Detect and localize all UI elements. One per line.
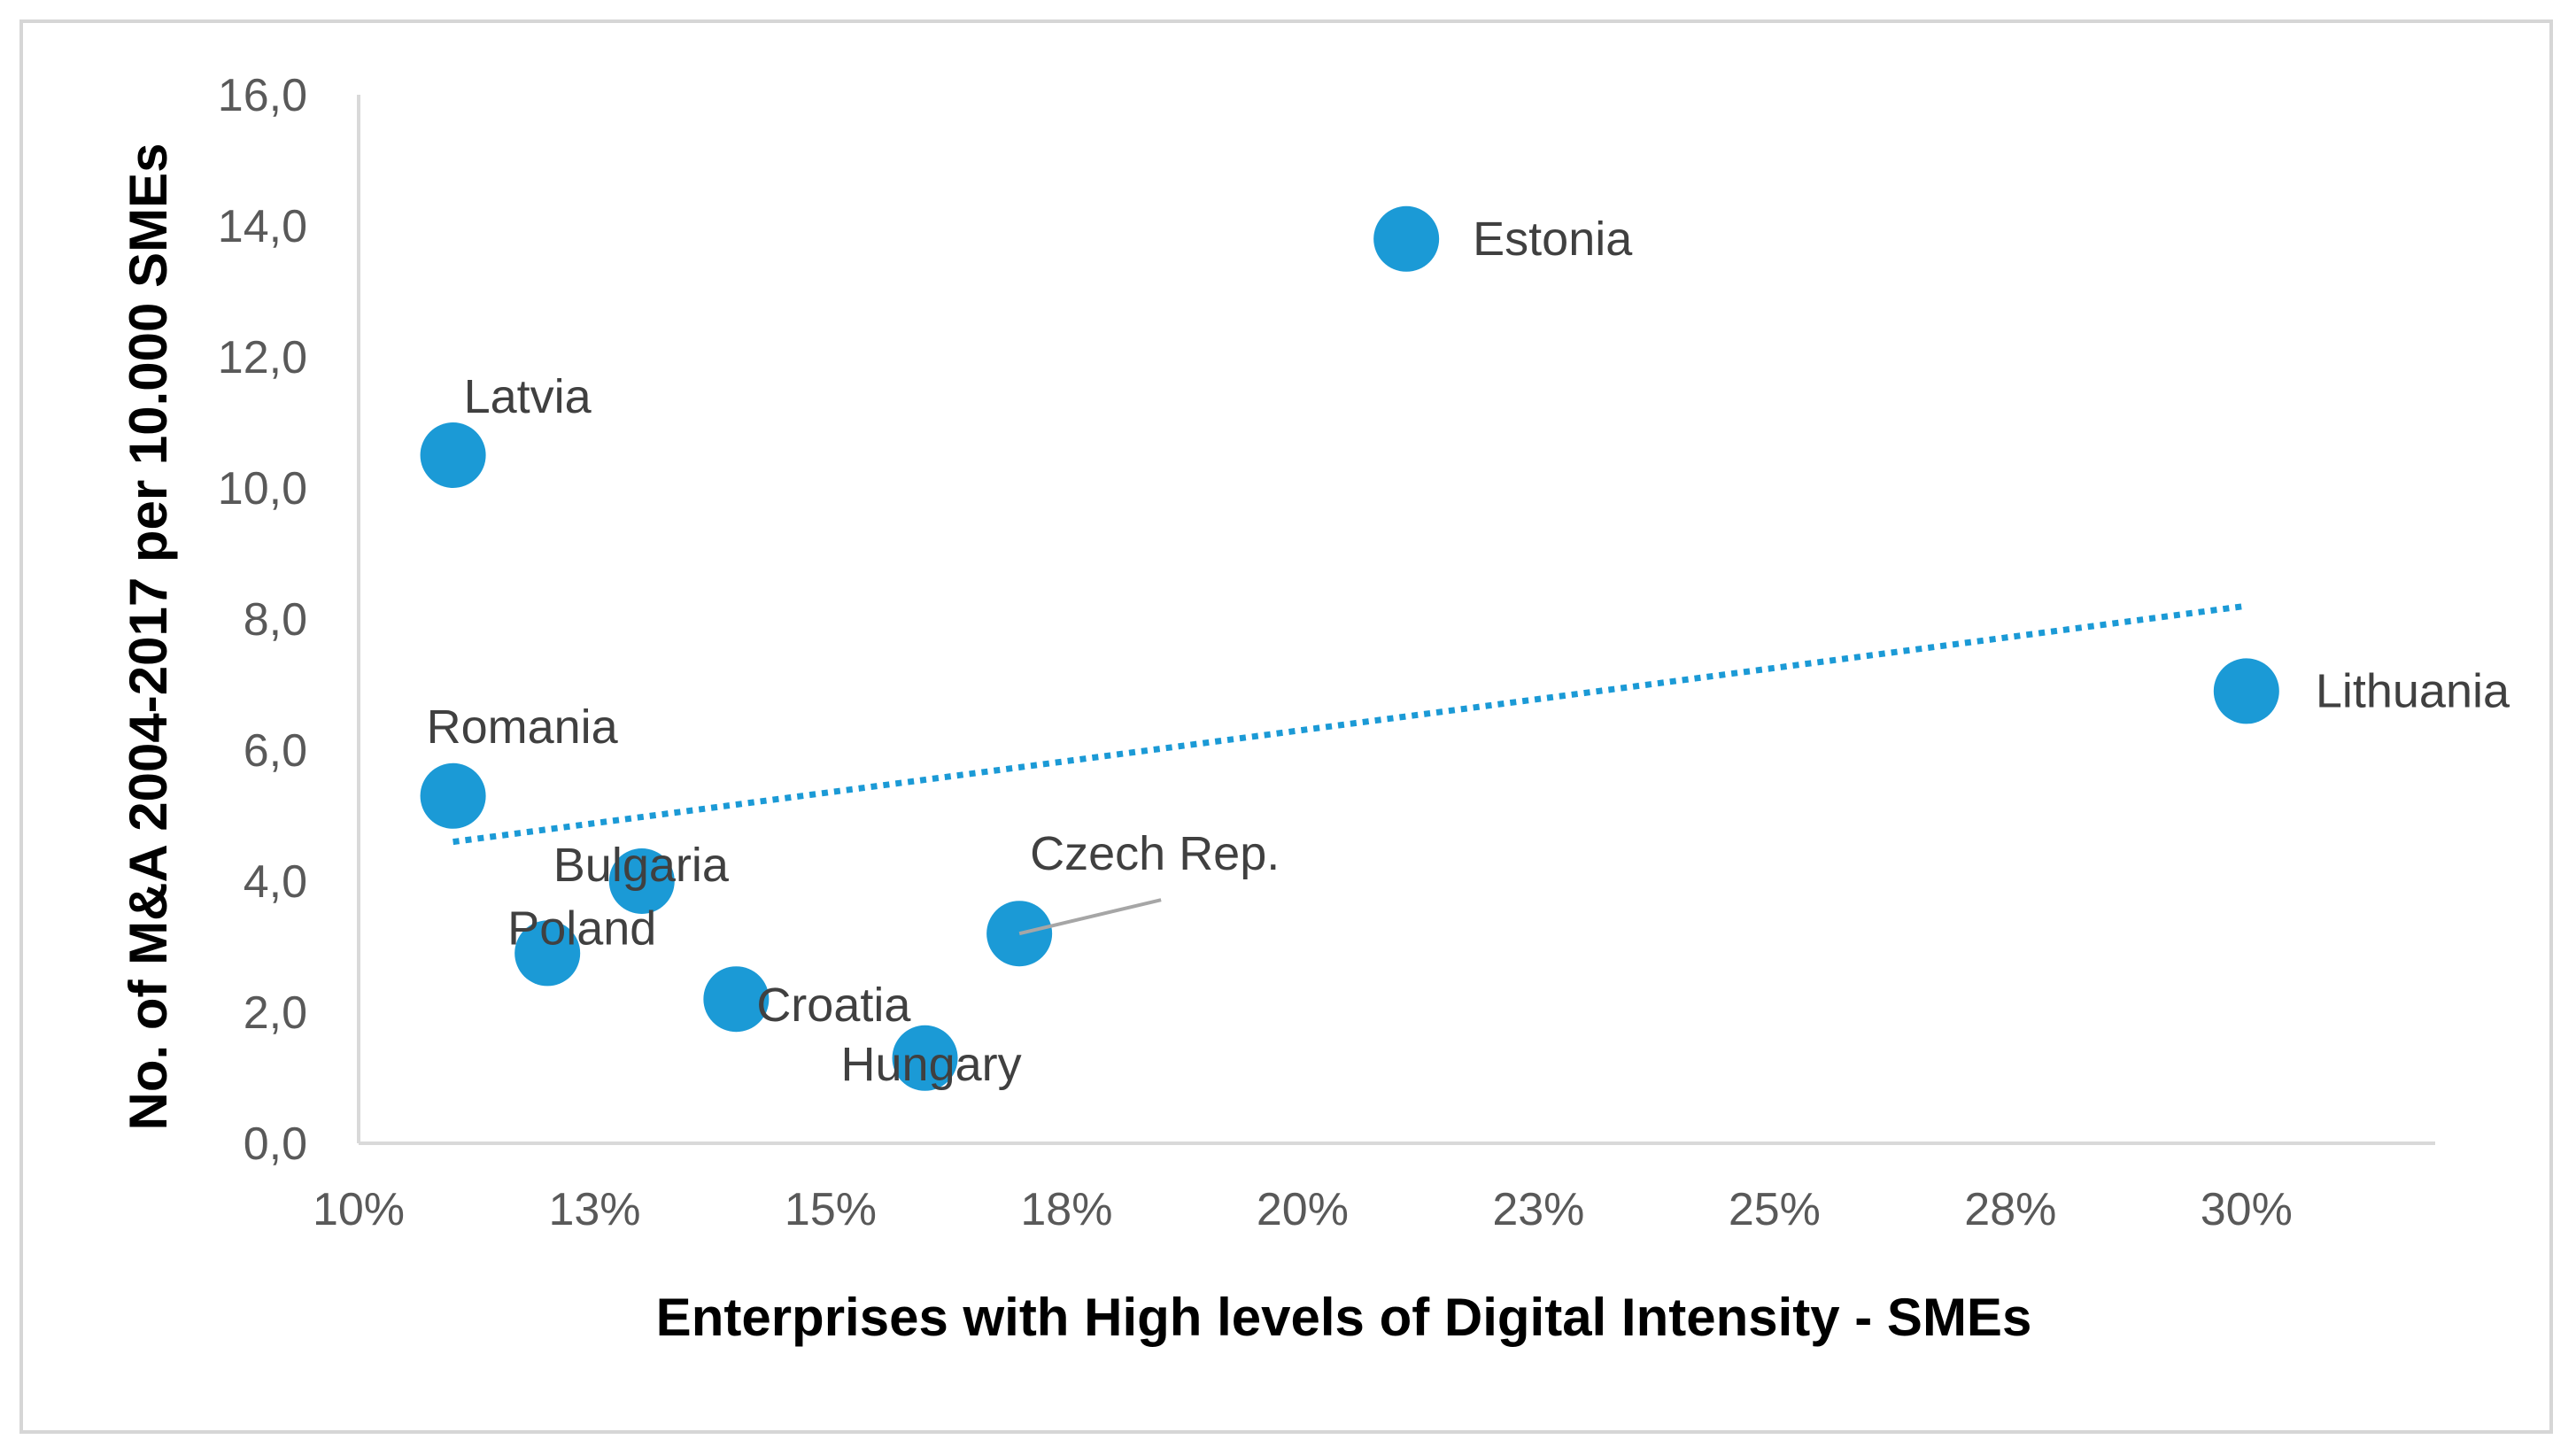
axes	[357, 95, 2435, 1145]
chart-frame	[19, 19, 2553, 1434]
point-labels: Estonia Latvia Lithuania Romania Bulgaria Pol…	[427, 213, 2510, 1091]
x-tick-label: 18%	[1020, 1184, 1112, 1235]
x-tick-label: 23%	[1492, 1184, 1584, 1235]
x-tick-labels: 10% 13% 15% 18% 20% 23% 25% 28% 30%	[313, 1184, 2293, 1235]
x-tick-label: 28%	[1964, 1184, 2056, 1235]
x-tick-label: 10%	[313, 1184, 405, 1235]
y-tick-label: 4,0	[244, 856, 307, 908]
y-tick-label: 0,0	[244, 1118, 307, 1170]
point-lithuania	[2213, 658, 2279, 724]
point-label-latvia: Latvia	[464, 370, 592, 423]
point-hungary	[892, 1025, 958, 1091]
point-bulgaria	[608, 848, 675, 914]
point-romania	[420, 762, 486, 829]
point-label-czech-rep: Czech Rep.	[1030, 827, 1280, 880]
point-label-estonia: Estonia	[1473, 213, 1633, 266]
point-estonia	[1373, 205, 1440, 272]
y-tick-label: 16,0	[218, 70, 307, 121]
point-label-lithuania: Lithuania	[2316, 664, 2510, 717]
y-tick-label: 12,0	[218, 332, 307, 383]
point-poland	[514, 920, 581, 987]
y-tick-label: 10,0	[218, 463, 307, 515]
trendline-layer	[453, 602, 2247, 846]
y-tick-label: 8,0	[244, 594, 307, 646]
label-leader-line	[1018, 898, 1162, 936]
y-tick-label: 2,0	[244, 987, 307, 1039]
trendline	[453, 602, 2247, 846]
x-tick-label: 30%	[2201, 1184, 2293, 1235]
x-tick-label: 25%	[1729, 1184, 1821, 1235]
y-tick-label: 14,0	[218, 201, 307, 252]
point-latvia	[420, 422, 486, 488]
y-axis-title: No. of M&A 2004-2017 per 10.000 SMEs	[119, 143, 178, 1131]
x-tick-label: 15%	[785, 1184, 877, 1235]
data-points	[420, 205, 2279, 1091]
x-tick-label: 20%	[1257, 1184, 1349, 1235]
point-label-croatia: Croatia	[756, 979, 911, 1032]
y-tick-label: 6,0	[244, 725, 307, 777]
y-tick-labels: 0,0 2,0 4,0 6,0 8,0 10,0 12,0 14,0 16,0	[218, 70, 307, 1170]
point-croatia	[703, 966, 770, 1033]
point-label-bulgaria: Bulgaria	[553, 839, 730, 892]
x-axis-title: Enterprises with High levels of Digital …	[656, 1288, 2032, 1347]
x-tick-label: 13%	[548, 1184, 640, 1235]
point-label-poland: Poland	[507, 902, 656, 955]
point-label-hungary: Hungary	[841, 1038, 1022, 1091]
point-label-romania: Romania	[427, 700, 619, 754]
